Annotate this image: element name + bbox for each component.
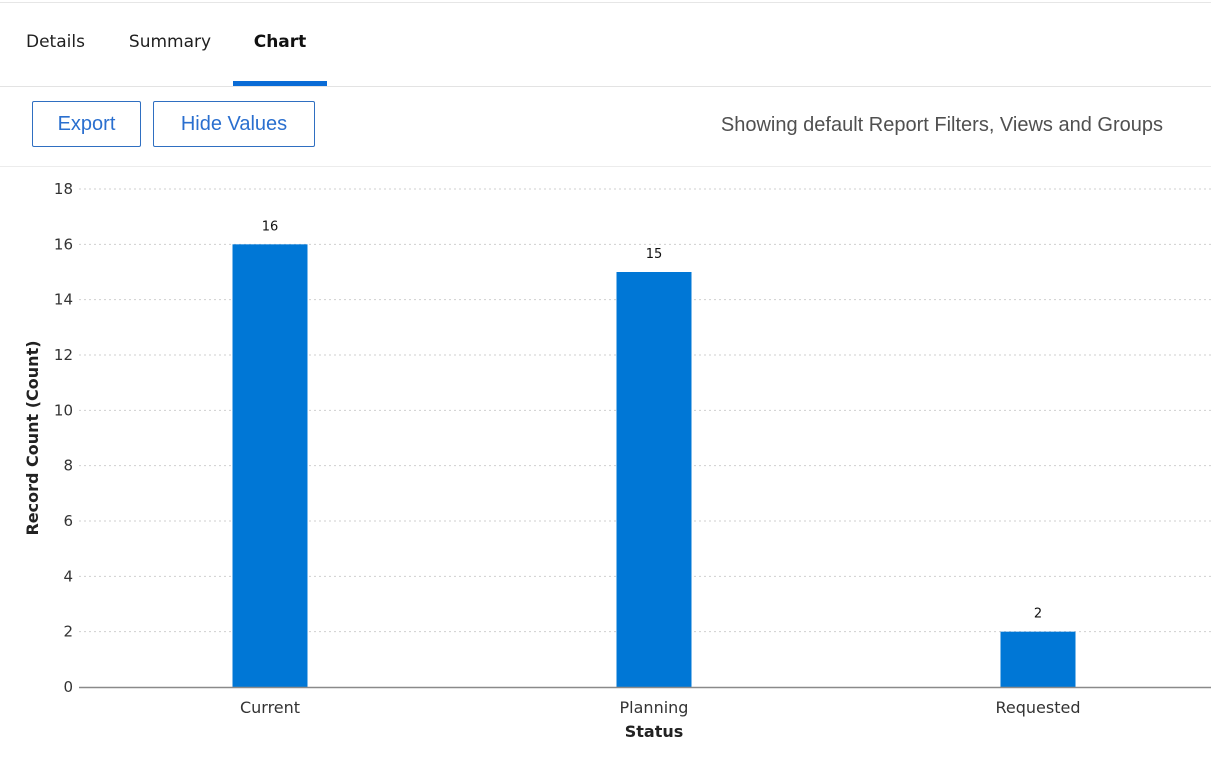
y-axis-title: Record Count (Count) [23, 340, 42, 535]
report-toolbar: Export Hide Values Showing default Repor… [0, 87, 1211, 167]
y-tick-label: 16 [54, 235, 73, 253]
y-tick-label: 8 [63, 457, 73, 475]
x-tick-label: Current [240, 698, 300, 717]
y-tick-label: 6 [63, 512, 73, 530]
x-tick-label: Requested [996, 698, 1081, 717]
y-tick-label: 18 [54, 180, 73, 198]
y-tick-label: 2 [63, 623, 73, 641]
tab-chart[interactable]: Chart [233, 3, 327, 86]
y-tick-label: 0 [63, 678, 73, 696]
tab-summary[interactable]: Summary [128, 32, 212, 52]
data-label: 16 [262, 219, 279, 234]
y-tick-label: 14 [54, 291, 73, 309]
x-tick-label: Planning [620, 698, 689, 717]
x-axis-title: Status [625, 722, 684, 741]
top-border [0, 2, 1211, 3]
bar-current [232, 244, 308, 687]
hide-values-button[interactable]: Hide Values [153, 101, 315, 147]
filters-status-text: Showing default Report Filters, Views an… [720, 114, 1163, 136]
y-tick-label: 10 [54, 401, 73, 419]
data-label: 15 [646, 247, 663, 262]
bar-requested [1000, 631, 1076, 687]
y-tick-label: 12 [54, 346, 73, 364]
export-button[interactable]: Export [32, 101, 141, 147]
data-label: 2 [1034, 607, 1042, 622]
bar-planning [616, 272, 692, 687]
bar-chart: 0 2 4 6 8 10 12 14 16 18 16 Current 15 Planning 2 Reque… [23, 180, 1211, 741]
tab-bar: Details Summary Chart [0, 3, 1211, 87]
y-tick-label: 4 [63, 567, 73, 585]
tab-details[interactable]: Details [26, 32, 85, 52]
